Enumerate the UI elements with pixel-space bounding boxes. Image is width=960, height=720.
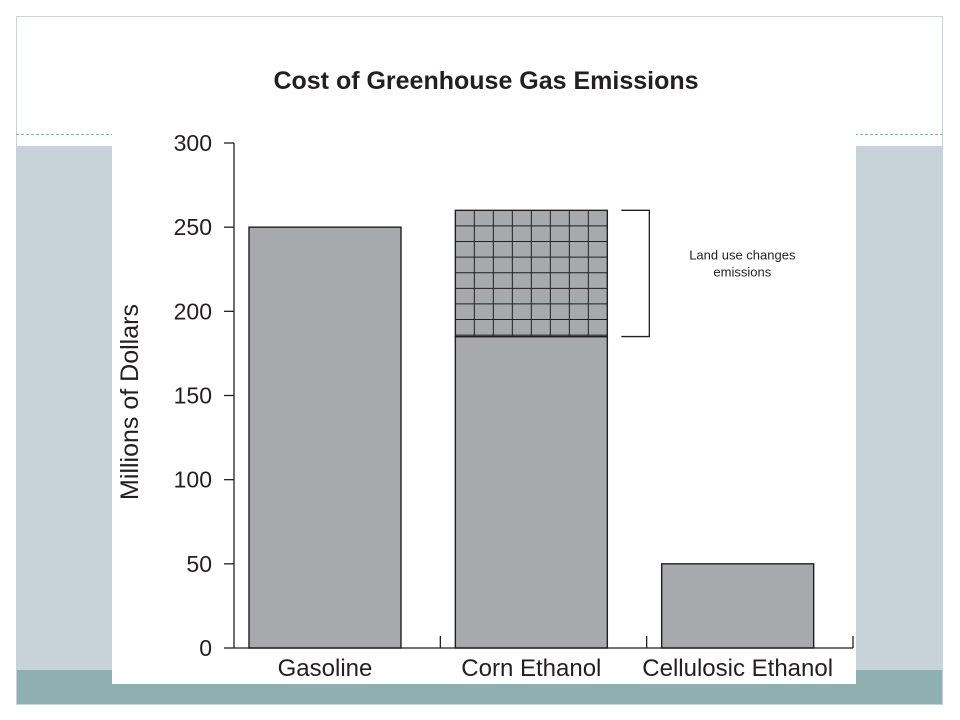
x-tick-label: Corn Ethanol bbox=[461, 655, 601, 682]
bar-corn-ethanol-segment-0 bbox=[454, 335, 609, 649]
x-tick-label: Cellulosic Ethanol bbox=[642, 655, 833, 682]
annotation-bracket bbox=[621, 209, 650, 338]
y-tick-label: 100 bbox=[174, 467, 212, 493]
y-tick-label: 50 bbox=[186, 551, 212, 577]
y-axis-label: Millions of Dollars bbox=[116, 304, 144, 500]
chart-title: Cost of Greenhouse Gas Emissions bbox=[273, 67, 698, 95]
annotation-label: emissions bbox=[713, 264, 771, 279]
y-tick-label: 200 bbox=[174, 298, 212, 324]
x-tick-label: Gasoline bbox=[278, 655, 373, 682]
y-tick-label: 150 bbox=[174, 383, 212, 409]
y-tick-label: 250 bbox=[174, 214, 212, 240]
bar-gasoline-segment-0 bbox=[248, 226, 402, 649]
annotation-label: Land use changes bbox=[689, 247, 796, 262]
bar-cellulosic-ethanol-segment-0 bbox=[660, 563, 815, 649]
y-tick-label: 300 bbox=[174, 130, 212, 156]
y-tick-label: 0 bbox=[199, 635, 212, 661]
